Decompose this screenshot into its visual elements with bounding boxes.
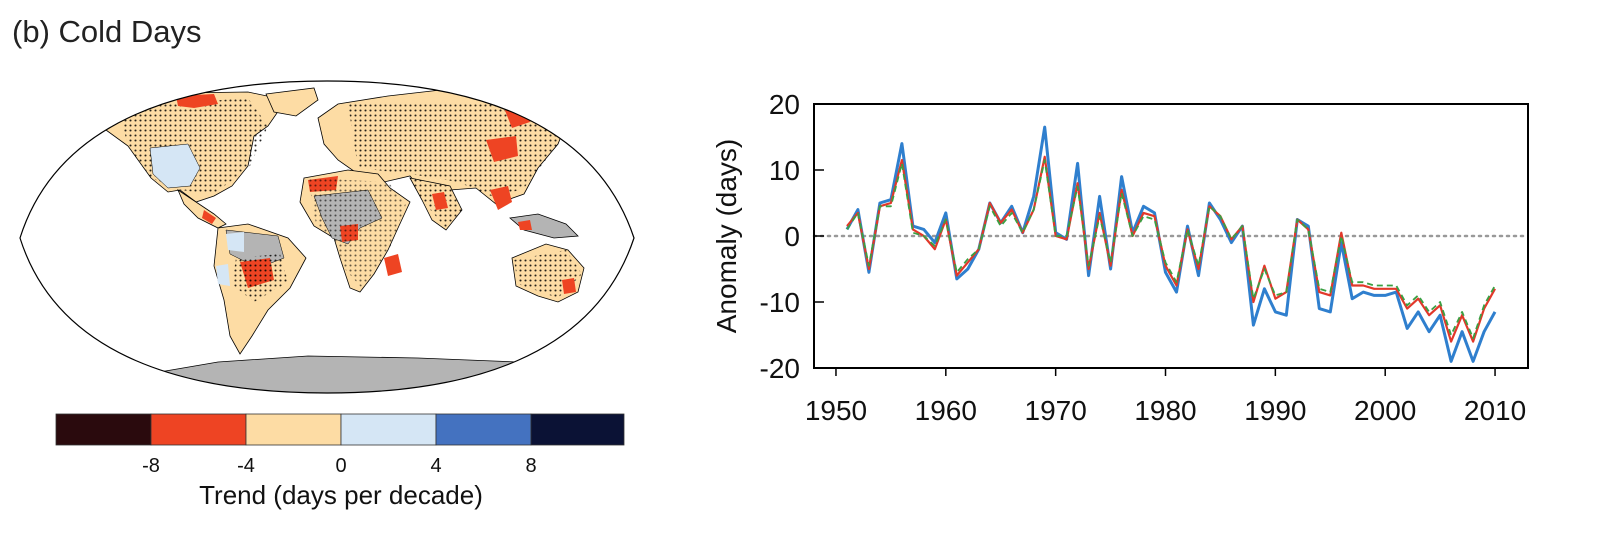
series-line-red: [846, 155, 1496, 343]
india-red-patch: [432, 192, 448, 210]
x-tick-label: 1970: [1025, 395, 1087, 426]
colorbar-tick-label: 8: [525, 455, 536, 477]
y-tick-label: 0: [784, 221, 800, 252]
series-line-green: [846, 159, 1496, 340]
south-america-blue-2: [216, 264, 230, 286]
y-tick-label: 20: [769, 89, 800, 120]
x-tick-label: 1980: [1134, 395, 1196, 426]
x-tick-label: 1950: [805, 395, 867, 426]
x-tick-label: 1990: [1244, 395, 1306, 426]
y-tick-label: -10: [760, 287, 800, 318]
greenland-land: [265, 87, 319, 117]
colorbar: -8 -4 0 4 8 Trend (days per decade): [55, 413, 625, 510]
colorbar-swatch-minus-4-to-0: [245, 413, 342, 446]
colorbar-swatch-4-to-8: [435, 413, 532, 446]
colorbar-tick-label: 0: [335, 455, 346, 477]
x-tick-label: 2000: [1354, 395, 1416, 426]
colorbar-swatch-0-to-4: [340, 413, 437, 446]
colorbar-tick-label: 4: [430, 455, 441, 477]
australia-red-patch: [562, 278, 576, 294]
colorbar-label: Trend (days per decade): [199, 480, 483, 510]
china-red-patch: [486, 136, 518, 162]
world-trend-map: [19, 80, 635, 394]
panel-title: (b) Cold Days: [12, 14, 202, 49]
south-america-blue: [226, 232, 244, 252]
colorbar-swatch-minus-8-to-minus-4: [150, 413, 247, 446]
y-tick-label: 10: [769, 155, 800, 186]
africa-red-east: [384, 254, 402, 276]
sea-asia-red-patch: [490, 186, 512, 210]
colorbar-swatch-le-minus-8: [55, 413, 152, 446]
us-midwest-blue: [149, 143, 201, 189]
colorbar-tick-label: -4: [237, 455, 255, 477]
colorbar-swatch-ge-8: [530, 413, 625, 446]
colorbar-tick-label: -8: [142, 455, 160, 477]
y-tick-label: -20: [760, 353, 800, 384]
series-line-blue: [845, 125, 1497, 363]
y-axis-label: Anomaly (days): [711, 139, 742, 334]
map-frame: [19, 80, 635, 394]
x-tick-label: 1960: [915, 395, 977, 426]
x-tick-label: 2010: [1464, 395, 1526, 426]
